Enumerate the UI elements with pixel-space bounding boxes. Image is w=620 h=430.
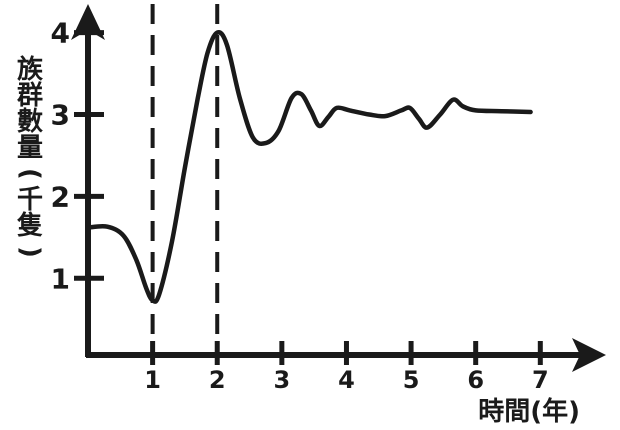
- y-axis-title-char: (: [15, 168, 45, 180]
- x-tick-label: 5: [403, 366, 420, 394]
- y-tick-label: 3: [51, 98, 70, 131]
- x-tick-label: 3: [273, 366, 290, 394]
- x-tick-label: 1: [144, 366, 161, 394]
- x-tick-label: 7: [532, 366, 549, 394]
- series-line: [85, 30, 533, 304]
- x-axis-arrow-icon: [572, 338, 606, 372]
- y-tick-label: 4: [51, 17, 70, 50]
- y-axis-ticks: 1 2 3 4: [51, 17, 104, 295]
- y-axis-title-char: 數: [17, 107, 43, 137]
- y-tick-label: 2: [51, 180, 70, 213]
- x-tick-label: 4: [338, 366, 355, 394]
- y-axis-title-char: 隻: [17, 211, 43, 241]
- x-tick-label: 6: [467, 366, 484, 394]
- y-axis-title-char: 族: [17, 54, 44, 85]
- x-axis-title: 時間(年): [478, 396, 580, 427]
- x-tick-label: 2: [209, 366, 226, 394]
- y-tick-label: 1: [51, 262, 70, 295]
- reference-lines: [150, 4, 220, 355]
- y-axis-title-char: ): [15, 246, 45, 258]
- y-axis-title-char: 千: [17, 185, 43, 215]
- y-axis-title-char: 量: [17, 133, 43, 163]
- y-axis-title-char: 群: [16, 81, 43, 111]
- x-axis-ticks: 1 2 3 4 5 6 7: [144, 341, 549, 394]
